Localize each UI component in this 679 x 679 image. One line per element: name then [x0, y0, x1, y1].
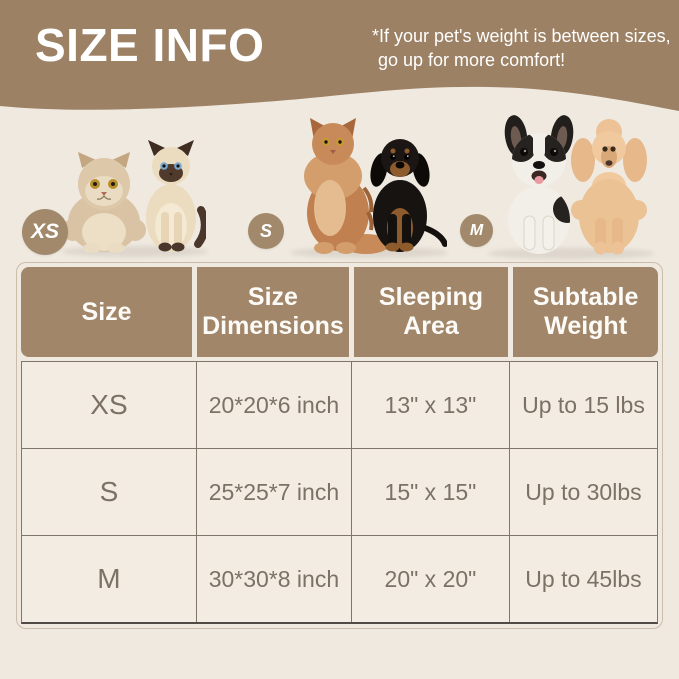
- banner-wave-background: [0, 0, 679, 111]
- size-table: Size Size Dimensions Sleeping Area Subta…: [16, 262, 663, 629]
- cell-m-weight: Up to 45lbs: [508, 536, 657, 622]
- cell-s-area: 15" x 15": [350, 449, 509, 535]
- size-table-body: XS 20*20*6 inch 13" x 13" Up to 15 lbs S…: [21, 361, 658, 624]
- maine-coon-cat-image: [304, 118, 390, 254]
- cell-xs-area: 13" x 13": [350, 362, 509, 448]
- xs-group-shadow: [62, 246, 208, 257]
- table-row-xs: XS 20*20*6 inch 13" x 13" Up to 15 lbs: [22, 362, 657, 448]
- siamese-cat-image: [146, 140, 206, 252]
- size-badge-xs: XS: [22, 209, 68, 255]
- poodle-image: [571, 119, 647, 255]
- m-group-shadow: [488, 248, 654, 259]
- cell-m-dimensions: 30*30*8 inch: [195, 536, 351, 622]
- table-row-s: S 25*25*7 inch 15" x 15" Up to 30lbs: [22, 448, 657, 535]
- cell-m-area: 20" x 20": [350, 536, 509, 622]
- cell-xs-dimensions: 20*20*6 inch: [195, 362, 351, 448]
- cell-xs-size: XS: [22, 362, 196, 448]
- column-header-subtable-weight: Subtable Weight: [513, 267, 658, 357]
- table-row-m: M 30*30*8 inch 20" x 20" Up to 45lbs: [22, 535, 657, 622]
- cell-xs-weight: Up to 15 lbs: [508, 362, 657, 448]
- cell-s-size: S: [22, 449, 196, 535]
- dachshund-image: [370, 139, 447, 252]
- sizing-note: *If your pet's weight is between sizes, …: [372, 24, 671, 72]
- sizing-note-line1: *If your pet's weight is between sizes,: [372, 26, 671, 46]
- cell-m-size: M: [22, 536, 196, 622]
- persian-cat-image: [62, 152, 146, 253]
- sizing-note-line2: go up for more comfort!: [378, 50, 566, 70]
- column-header-sleeping-area: Sleeping Area: [353, 267, 509, 357]
- size-table-header-row: Size Size Dimensions Sleeping Area Subta…: [21, 267, 658, 357]
- column-header-size-dimensions: Size Dimensions: [197, 267, 349, 357]
- column-header-size: Size: [21, 267, 193, 357]
- page-title: SIZE INFO: [35, 19, 265, 71]
- cell-s-dimensions: 25*25*7 inch: [195, 449, 351, 535]
- french-bulldog-image: [504, 115, 574, 254]
- size-badge-s: S: [248, 213, 284, 249]
- cell-s-weight: Up to 30lbs: [508, 449, 657, 535]
- size-badge-m: M: [460, 214, 493, 247]
